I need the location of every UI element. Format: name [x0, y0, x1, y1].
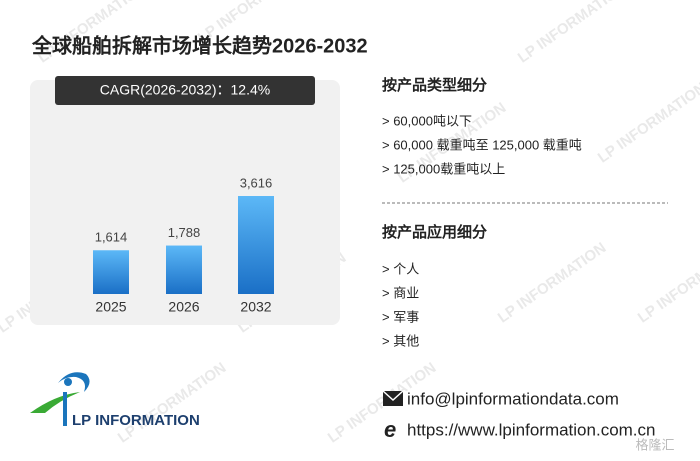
email: info@lpinformationdata.com [407, 389, 619, 408]
segment-list: > 个人 > 商业 > 军事 > 其他 [382, 261, 419, 348]
cagr-box [55, 76, 315, 105]
value-label: 3,616 [240, 175, 273, 190]
value-label: 1,788 [168, 225, 201, 240]
segment-item: > 军事 [382, 309, 419, 324]
logo-text: LP INFORMATION [72, 412, 200, 429]
watermark: LP INFORMATION [515, 0, 629, 67]
logo-mark [30, 372, 90, 426]
segment-item: > 60,000 载重吨至 125,000 载重吨 [382, 137, 582, 152]
segment-item: > 125,000载重吨以上 [382, 161, 505, 176]
cagr-label: CAGR(2026-2032)：12.4% [100, 82, 270, 98]
watermark: LP INFORMATION [595, 79, 700, 166]
web-icon: e [384, 417, 396, 442]
bar [166, 245, 202, 294]
x-tick-label: 2026 [168, 299, 199, 315]
chart-title: 全球船舶拆解市场增长趋势2026-2032 [31, 33, 368, 57]
segment-item: > 其他 [382, 333, 419, 348]
segment-item: > 商业 [382, 285, 419, 300]
watermark: LP INFORMATION [115, 359, 229, 446]
bar [93, 250, 129, 294]
watermark: LP INFORMATION [635, 239, 700, 326]
email-icon [382, 390, 404, 406]
segment-title: 按产品类型细分 [382, 76, 487, 94]
x-tick-label: 2025 [95, 299, 126, 315]
value-label: 1,614 [95, 230, 128, 245]
segment-item: > 60,000吨以下 [382, 113, 472, 128]
bar [238, 196, 274, 294]
bar-group: 1,614 2025 1,788 2026 3,616 2032 [93, 175, 274, 315]
segment-title: 按产品应用细分 [382, 223, 487, 241]
corner-mark: 格隆汇 [635, 437, 674, 452]
segment-item: > 个人 [382, 261, 419, 276]
x-tick-label: 2032 [240, 299, 271, 315]
watermark: LP INFORMATION [495, 239, 609, 326]
segment-list: > 60,000吨以下 > 60,000 载重吨至 125,000 载重吨 > 12… [382, 113, 582, 176]
website: https://www.lpinformation.com.cn [407, 420, 655, 439]
